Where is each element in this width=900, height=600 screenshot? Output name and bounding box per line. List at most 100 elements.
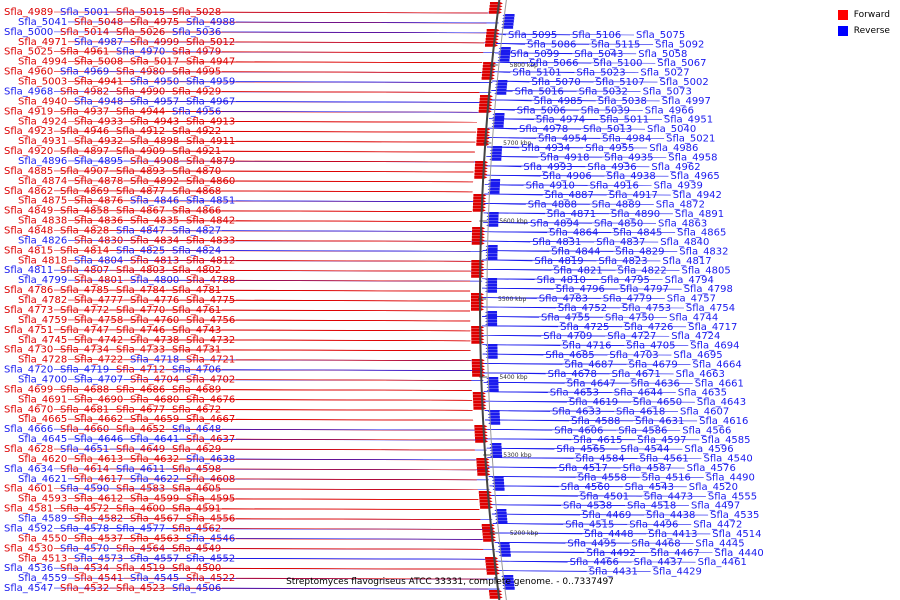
connector-line: [494, 61, 656, 64]
gene-label: Sfla_5016: [515, 86, 564, 97]
gene-label: Sfla_4756: [186, 315, 235, 326]
gene-label: Sfla_4597: [637, 435, 686, 446]
gene-label: Sfla_4644: [614, 388, 663, 399]
gene-label: Sfla_4652: [116, 424, 165, 435]
reverse-gene: [486, 380, 499, 383]
forward-gene: [479, 104, 493, 107]
gene-label: Sfla_5043: [574, 49, 623, 60]
reverse-gene: [485, 344, 498, 347]
gene-label: Sfla_4577: [116, 523, 165, 534]
forward-gene: [486, 566, 500, 569]
forward-gene: [476, 458, 490, 461]
gene-label: Sfla_5039: [581, 105, 630, 116]
gene-label: Sfla_4781: [172, 285, 221, 296]
gene-label: Sfla_5100: [593, 58, 642, 69]
gene-label: Sfla_4956: [172, 106, 221, 117]
gene-label: Sfla_4587: [623, 463, 672, 474]
gene-label: Sfla_4538: [563, 501, 612, 512]
reverse-gene: [501, 581, 514, 584]
gene-label: Sfla_4995: [172, 67, 221, 78]
forward-gene: [471, 332, 485, 335]
forward-gene: [478, 110, 492, 113]
connector-line: [235, 120, 477, 123]
reverse-gene: [485, 251, 498, 254]
connector-line: [221, 170, 474, 173]
gene-label: Sfla_4561: [640, 454, 689, 465]
forward-gene: [474, 170, 488, 173]
gene-label: Sfla_4758: [74, 315, 123, 326]
gene-label: Sfla_4611: [116, 464, 165, 475]
reverse-gene: [487, 185, 500, 188]
forward-gene: [481, 77, 495, 80]
connector-line: [235, 180, 474, 183]
gene-label: Sfla_4951: [664, 115, 713, 126]
reverse-gene: [492, 485, 505, 488]
forward-gene: [482, 533, 496, 536]
forward-gene: [473, 197, 487, 200]
gene-label: Sfla_4797: [620, 284, 669, 295]
connector-line: [221, 190, 473, 193]
gene-label: Sfla_5021: [666, 134, 715, 145]
reverse-gene: [487, 182, 500, 185]
gene-label: Sfla_4870: [172, 166, 221, 177]
gene-label: Sfla_4689: [172, 384, 221, 395]
forward-gene: [477, 473, 491, 476]
reverse-gene: [497, 59, 510, 62]
gene-label: Sfla_4467: [651, 548, 700, 559]
connector-line: [484, 410, 679, 412]
gene-label: Sfla_4888: [528, 199, 577, 210]
gene-label: Sfla_4984: [602, 134, 651, 145]
gene-label: Sfla_4583: [116, 484, 165, 495]
gene-label: Sfla_4751: [4, 325, 53, 336]
gene-label: Sfla_4822: [618, 265, 667, 276]
gene-label: Sfla_4968: [4, 86, 53, 97]
reverse-gene: [498, 554, 511, 557]
gene-label: Sfla_4959: [186, 77, 235, 88]
gene-label: Sfla_4760: [130, 315, 179, 326]
gene-label: Sfla_4578: [60, 523, 109, 534]
forward-gene: [479, 98, 493, 101]
gene-label: Sfla_5038: [598, 96, 647, 107]
gene-label: Sfla_4670: [4, 404, 53, 415]
connector-line: [482, 278, 663, 281]
gene-label: Sfla_4688: [60, 384, 109, 395]
forward-gene: [489, 8, 503, 11]
connector-line: [485, 429, 681, 431]
gene-label: Sfla_4931: [18, 136, 67, 147]
reverse-gene: [488, 422, 501, 425]
gene-label: Sfla_4530: [4, 543, 53, 554]
gene-label: Sfla_4514: [712, 529, 761, 540]
reverse-gene: [495, 521, 508, 524]
gene-label: Sfla_4731: [172, 345, 221, 356]
ruler-label: 5400 kbp: [499, 374, 527, 381]
gene-label: Sfla_4868: [172, 186, 221, 197]
reverse-gene: [501, 578, 514, 581]
gene-label: Sfla_4596: [684, 444, 733, 455]
reverse-gene: [485, 284, 498, 287]
gene-label: Sfla_4978: [519, 124, 568, 135]
connector-line: [491, 513, 709, 516]
reverse-gene: [498, 53, 511, 56]
connector-line: [494, 52, 637, 55]
gene-label: Sfla_4844: [551, 247, 600, 258]
ruler-label: 5200 kbp: [510, 530, 538, 537]
gene-label: Sfla_4651: [60, 444, 109, 455]
gene-label: Sfla_4472: [693, 520, 742, 531]
gene-label: Sfla_4638: [186, 454, 235, 465]
connector-line: [490, 99, 660, 102]
reverse-gene: [489, 446, 502, 449]
reverse-gene: [485, 254, 498, 257]
gene-label: Sfla_4909: [116, 146, 165, 157]
gene-label: Sfla_4659: [130, 414, 179, 425]
gene-label: Sfla_4466: [570, 557, 619, 568]
reverse-gene: [487, 191, 500, 194]
reverse-gene: [492, 119, 505, 122]
forward-gene: [471, 272, 485, 275]
gene-label: Sfla_4573: [74, 553, 123, 564]
gene-label: Sfla_4913: [186, 116, 235, 127]
connector-line: [235, 359, 471, 361]
forward-gene: [472, 209, 486, 212]
reverse-gene: [485, 353, 498, 356]
gene-label: Sfla_4635: [678, 388, 727, 399]
reverse-gene: [501, 20, 514, 23]
